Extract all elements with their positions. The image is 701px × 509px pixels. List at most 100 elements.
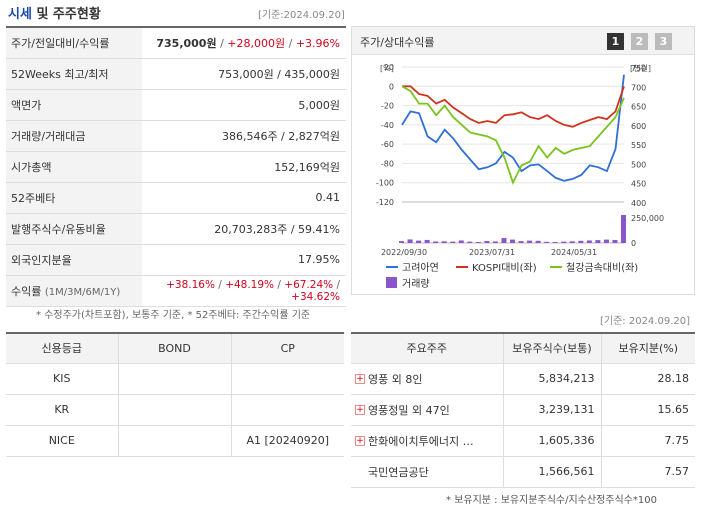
left-tick-label: -40	[381, 121, 394, 130]
right-tick-label: 550	[631, 141, 646, 150]
price-change: +28,000원	[227, 36, 286, 50]
w52-value: 753,000원 / 435,000원	[142, 58, 346, 90]
returns-period: (1M/3M/6M/1Y)	[44, 286, 121, 298]
price-value: 735,000원	[156, 36, 217, 50]
cp-rating: A1 [20240920]	[231, 425, 344, 457]
footnote-chart: * 수정주가(차트포함), 보통주 기준, * 52주베타: 주간수익률 기준	[36, 310, 311, 321]
table-row: 발행주식수/유동비율 20,703,283주 / 59.41%	[6, 213, 346, 245]
volume-bar	[475, 241, 481, 243]
right-tick-label: 700	[631, 83, 646, 92]
legend-swatch-volume	[386, 277, 397, 288]
title-sub: 및 주주현황	[31, 7, 101, 22]
chart-page-3[interactable]: 3	[655, 33, 672, 50]
bond-rating	[118, 425, 232, 457]
right-tick-label: 650	[631, 103, 646, 112]
volume-bar	[399, 241, 404, 243]
left-tick-label: -80	[381, 159, 394, 168]
volume-zero-label: 0	[631, 239, 636, 248]
foreign-label: 외국인지분율	[6, 244, 142, 276]
volume-bar	[424, 239, 430, 243]
expand-icon[interactable]: +	[355, 435, 365, 446]
table-header: 신용등급 BOND CP	[6, 333, 344, 364]
expand-icon[interactable]: +	[355, 373, 365, 384]
right-tick-label: 400	[631, 199, 646, 208]
volume-bar	[510, 239, 515, 243]
foreign-value: 17.95%	[142, 244, 346, 276]
chart-header: 주가/상대수익률 1 2 3	[352, 27, 694, 55]
section-title: 시세 및 주주현황	[8, 3, 101, 22]
volume-bar	[544, 241, 550, 243]
legend-label: KOSPI대비(좌)	[472, 262, 537, 274]
series-line-0	[401, 74, 625, 182]
return-6m: +67.24%	[284, 278, 334, 291]
right-tick-label: 750	[631, 64, 646, 73]
table-header: 주요주주 보유주식수(보통) 보유지분(%)	[351, 333, 695, 364]
shares-value: 20,703,283주 / 59.41%	[142, 213, 346, 245]
volume-value: 386,546주 / 2,827억원	[142, 120, 346, 152]
table-row: 국민연금공단 1,566,561 7.57	[351, 456, 695, 488]
volume-bar	[433, 241, 439, 243]
table-row: KR	[6, 394, 344, 426]
right-tick-label: 600	[631, 122, 646, 131]
right-tick-label: 500	[631, 160, 646, 169]
volume-bar	[458, 240, 464, 243]
chart-page-2[interactable]: 2	[631, 33, 648, 50]
expand-icon[interactable]: +	[355, 404, 365, 415]
left-axis-unit: [%]	[380, 64, 394, 73]
w52-label: 52Weeks 최고/최저	[6, 58, 142, 90]
table-row: 액면가 5,000원	[6, 89, 346, 121]
volume-bar	[595, 240, 601, 243]
chart-title: 주가/상대수익률	[360, 36, 435, 49]
x-tick-label: 2022/09/30	[381, 248, 427, 257]
left-tick-label: 20	[384, 63, 394, 72]
table-row: 52주베타 0.41	[6, 182, 346, 214]
left-tick-label: -60	[381, 140, 394, 149]
x-tick-label: 2023/07/31	[469, 248, 515, 257]
volume-label: 거래량/거래대금	[6, 120, 142, 152]
mcap-value: 152,169억원	[142, 151, 346, 183]
col-shares: 보유주식수(보통)	[503, 333, 602, 364]
holder-name: 영풍정밀 외 47인	[368, 403, 450, 417]
holder-shares: 1,605,336	[503, 425, 602, 457]
volume-bar	[561, 241, 567, 243]
chart-page-1[interactable]: 1	[607, 33, 624, 50]
left-tick-label: -20	[381, 102, 394, 111]
cp-rating	[231, 394, 344, 426]
col-holder: 주요주주	[351, 333, 504, 364]
volume-bar	[467, 241, 473, 243]
legend-label: 철강금속대비(좌)	[566, 262, 638, 274]
volume-bar	[569, 241, 575, 243]
return-1m: +38.16%	[166, 278, 215, 291]
volume-bar	[407, 239, 413, 243]
volume-bar	[501, 238, 507, 243]
date-stamp-2: [기준: 2024.09.20]	[600, 316, 691, 327]
major-shareholders-table: 주요주주 보유주식수(보통) 보유지분(%) + 영풍 외 8인 5,834,21…	[351, 332, 695, 488]
volume-bar	[578, 240, 584, 243]
table-row: + 영풍 외 8인 5,834,213 28.18	[351, 363, 695, 395]
volume-bar	[621, 215, 626, 243]
volume-bar	[552, 241, 558, 243]
legend-label-volume: 거래량	[402, 278, 430, 290]
volume-bar	[527, 240, 533, 243]
shares-label: 발행주식수/유동비율	[6, 213, 142, 245]
holder-shares: 5,834,213	[503, 363, 602, 395]
footnote-holders: * 보유지분 : 보유지분주식수/지수산정주식수*100	[446, 495, 657, 506]
holder-pct: 28.18	[601, 363, 695, 395]
agency-name: KR	[6, 394, 119, 426]
relative-return-chart: [%] [천원] 20 0 -20 -40 -60 -80 -100 -120 750 700 650 6…	[376, 63, 664, 290]
series-line-2	[401, 85, 625, 186]
holder-shares: 1,566,561	[503, 456, 602, 488]
date-stamp: [기준:2024.09.20]	[258, 10, 345, 21]
table-row: + 한화에이치투에너지 … 1,605,336 7.75	[351, 425, 695, 457]
beta-label: 52주베타	[6, 182, 142, 214]
holder-pct: 15.65	[601, 394, 695, 426]
credit-rating-table: 신용등급 BOND CP KIS KR NICE A1 [20240920]	[6, 332, 344, 457]
return-1y: +34.62%	[291, 290, 340, 303]
table-row: KIS	[6, 363, 344, 395]
par-value: 5,000원	[142, 89, 346, 121]
table-row: 수익률 (1M/3M/6M/1Y) +38.16% / +48.19% / +6…	[6, 275, 346, 307]
col-rating: 신용등급	[6, 333, 119, 364]
bond-rating	[118, 394, 232, 426]
table-row: 주가/전일대비/수익률 735,000원 / +28,000원 / +3.96%	[6, 27, 346, 59]
returns-label: 수익률	[11, 284, 42, 298]
